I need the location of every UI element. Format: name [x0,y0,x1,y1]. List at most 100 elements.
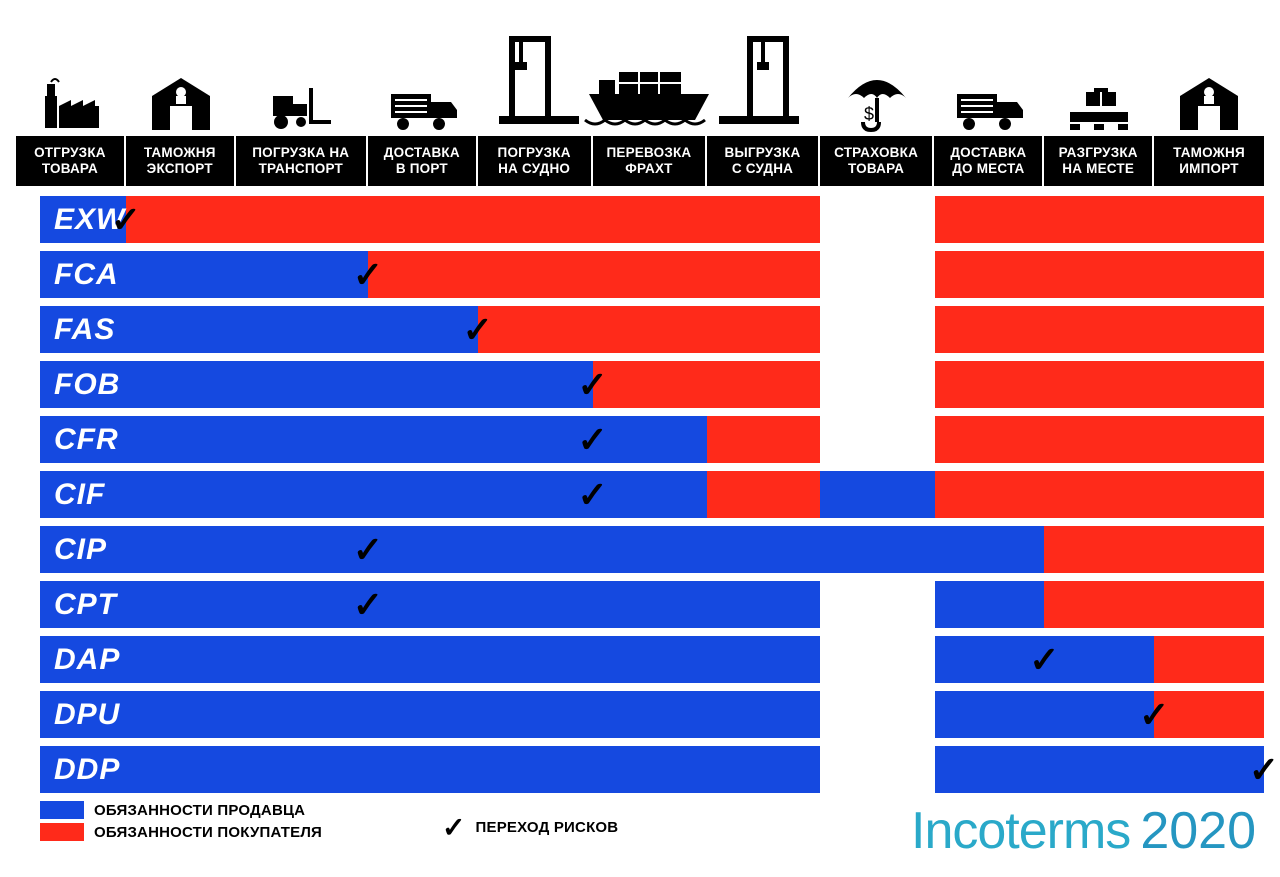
incoterm-code: DAP [54,643,120,677]
segment-buyer [935,306,1264,353]
stage-header: ПОГРУЗКА НАТРАНСПОРТ [236,136,368,186]
warehouse-icon [126,20,236,132]
incoterm-row-cip: CIP ✓ [40,526,1264,573]
stage-header: РАЗГРУЗКАНА МЕСТЕ [1044,136,1154,186]
segment-white [820,581,935,628]
stage-header: ПЕРЕВОЗКАФРАХТ [593,136,708,186]
truck-icon [368,20,478,132]
incoterm-row-fob: FOB ✓ [40,361,1264,408]
stage-header: ТАМОЖНЯИМПОРТ [1154,136,1264,186]
risk-transfer-check-icon: ✓ [577,364,607,406]
brand-year: 2020 [1140,801,1256,861]
segment-buyer [707,416,819,463]
brand-name: Incoterms [911,801,1130,861]
warehouse-icon [1154,20,1264,132]
legend-risk-label: ПЕРЕХОД РИСКОВ [476,819,619,836]
risk-transfer-check-icon: ✓ [1139,694,1169,736]
incoterm-row-dpu: DPU ✓ [40,691,1264,738]
legend: ОБЯЗАННОСТИ ПРОДАВЦА ОБЯЗАННОСТИ ПОКУПАТ… [40,801,1264,861]
incoterm-code: DDP [54,753,120,787]
segment-seller [40,581,820,628]
buyer-swatch [40,823,84,841]
incoterm-code: FOB [54,368,120,402]
seller-swatch [40,801,84,819]
incoterm-code: CFR [54,423,119,457]
stage-header: ДОСТАВКАВ ПОРТ [368,136,478,186]
segment-white [820,306,935,353]
stage-header: ТАМОЖНЯЭКСПОРТ [126,136,236,186]
risk-transfer-check-icon: ✓ [577,474,607,516]
segment-seller [935,746,1264,793]
stage-header: ВЫГРУЗКАС СУДНА [707,136,819,186]
segment-buyer [1154,636,1264,683]
incoterm-row-ddp: DDP✓ [40,746,1264,793]
segment-buyer [707,471,819,518]
segment-white [820,361,935,408]
segment-buyer [935,196,1264,243]
umbrella-icon: $ [820,20,935,132]
incoterm-code: FCA [54,258,119,292]
segment-buyer [593,361,820,408]
check-icon: ✓ [442,811,465,844]
segment-white [820,251,935,298]
risk-transfer-check-icon: ✓ [353,584,383,626]
incoterm-code: DPU [54,698,120,732]
incoterm-code: CIP [54,533,107,567]
brand: Incoterms 2020 [911,801,1256,861]
incoterm-code: CPT [54,588,117,622]
risk-transfer-check-icon: ✓ [353,529,383,571]
legend-seller: ОБЯЗАННОСТИ ПРОДАВЦА [40,801,322,819]
segment-buyer [126,196,820,243]
segment-buyer [1154,691,1264,738]
stage-header: СТРАХОВКАТОВАРА [820,136,935,186]
incoterm-row-fca: FCA ✓ [40,251,1264,298]
stage-icons-row: $ [16,20,1264,132]
segment-seller [820,471,935,518]
segment-buyer [1044,526,1264,573]
stage-header: ОТГРУЗКАТОВАРА [16,136,126,186]
segment-seller [40,746,820,793]
segment-buyer [935,361,1264,408]
incoterm-code: FAS [54,313,115,347]
forklift-icon [236,20,368,132]
legend-colors: ОБЯЗАННОСТИ ПРОДАВЦА ОБЯЗАННОСТИ ПОКУПАТ… [40,801,322,841]
legend-seller-label: ОБЯЗАННОСТИ ПРОДАВЦА [94,802,305,819]
legend-buyer-label: ОБЯЗАННОСТИ ПОКУПАТЕЛЯ [94,824,322,841]
segment-seller [935,691,1155,738]
stage-header: ПОГРУЗКАНА СУДНО [478,136,593,186]
segment-seller [40,691,820,738]
segment-white [820,416,935,463]
incoterm-row-dap: DAP ✓ [40,636,1264,683]
segment-white [820,691,935,738]
risk-transfer-check-icon: ✓ [353,254,383,296]
factory-icon [16,20,126,132]
incoterm-row-fas: FAS ✓ [40,306,1264,353]
risk-transfer-check-icon: ✓ [1029,639,1059,681]
segment-seller [40,361,593,408]
segment-seller [40,636,820,683]
segment-buyer [935,416,1264,463]
incoterms-bars: EXW✓ FCA ✓ FAS ✓ FOB ✓ CFR ✓ CIF ✓ CIP ✓ CPT ✓ DAP ✓ DPU ✓… [16,196,1264,793]
segment-white [820,196,935,243]
incoterm-row-exw: EXW✓ [40,196,1264,243]
incoterm-row-cpt: CPT ✓ [40,581,1264,628]
incoterm-code: CIF [54,478,105,512]
risk-transfer-check-icon: ✓ [463,309,493,351]
risk-transfer-check-icon: ✓ [1249,749,1279,791]
segment-buyer [935,251,1264,298]
segment-buyer [368,251,820,298]
incoterm-row-cif: CIF ✓ [40,471,1264,518]
svg-text:$: $ [864,104,874,124]
segment-white [820,746,935,793]
incoterms-chart: $ ОТГРУЗКАТОВАРАТАМОЖНЯЭКСПОРТПОГРУЗКА Н… [16,20,1264,861]
segment-white [820,636,935,683]
segment-buyer [935,471,1264,518]
port-ship-crane-icon [478,20,820,132]
segment-buyer [1044,581,1264,628]
pallet-icon [1044,20,1154,132]
risk-transfer-check-icon: ✓ [577,419,607,461]
truck2-icon [934,20,1044,132]
legend-risk: ✓ ПЕРЕХОД РИСКОВ [442,811,618,844]
stage-header: ДОСТАВКАДО МЕСТА [934,136,1044,186]
segment-buyer [478,306,820,353]
